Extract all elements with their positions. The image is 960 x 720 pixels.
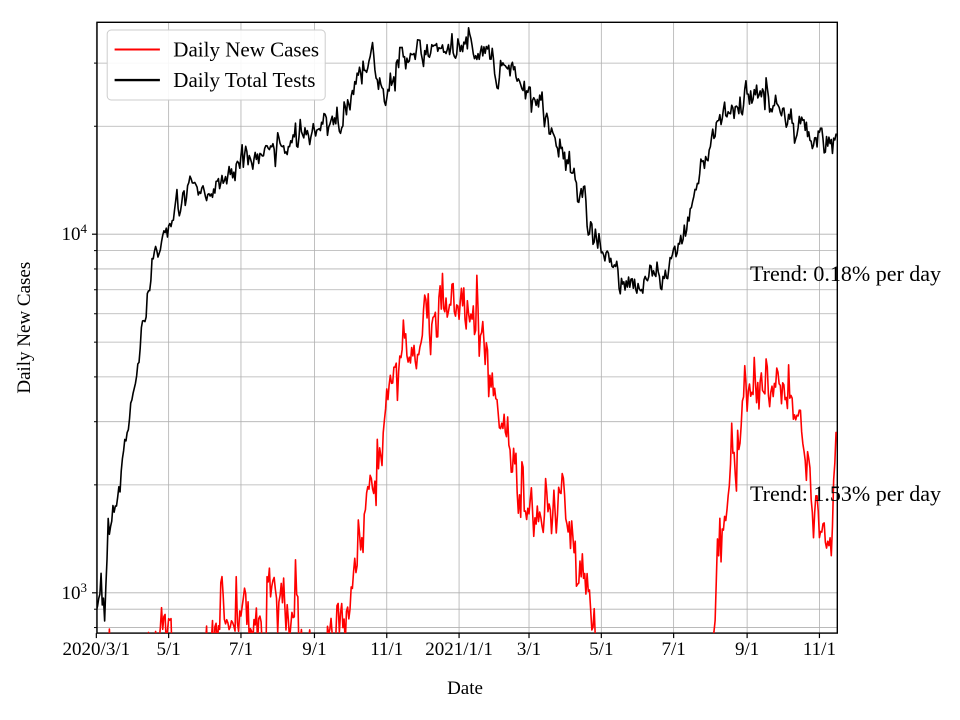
svg-text:9/1: 9/1 <box>735 639 759 660</box>
svg-text:7/1: 7/1 <box>229 639 253 660</box>
svg-text:2021/1/1: 2021/1/1 <box>425 639 493 660</box>
svg-text:Trend: 0.18% per day: Trend: 0.18% per day <box>750 261 941 286</box>
svg-text:3/1: 3/1 <box>517 639 541 660</box>
svg-text:Date: Date <box>447 678 483 699</box>
svg-text:9/1: 9/1 <box>302 639 326 660</box>
svg-text:Daily Total Tests: Daily Total Tests <box>173 68 315 92</box>
svg-text:5/1: 5/1 <box>589 639 613 660</box>
svg-text:Daily New Cases: Daily New Cases <box>14 262 35 394</box>
svg-text:Daily New Cases: Daily New Cases <box>173 38 319 62</box>
svg-text:Trend: 1.53% per day: Trend: 1.53% per day <box>750 481 941 506</box>
svg-text:11/1: 11/1 <box>370 639 403 660</box>
svg-text:11/1: 11/1 <box>803 639 836 660</box>
svg-text:5/1: 5/1 <box>157 639 181 660</box>
svg-text:2020/3/1: 2020/3/1 <box>63 639 131 660</box>
svg-text:7/1: 7/1 <box>661 639 685 660</box>
